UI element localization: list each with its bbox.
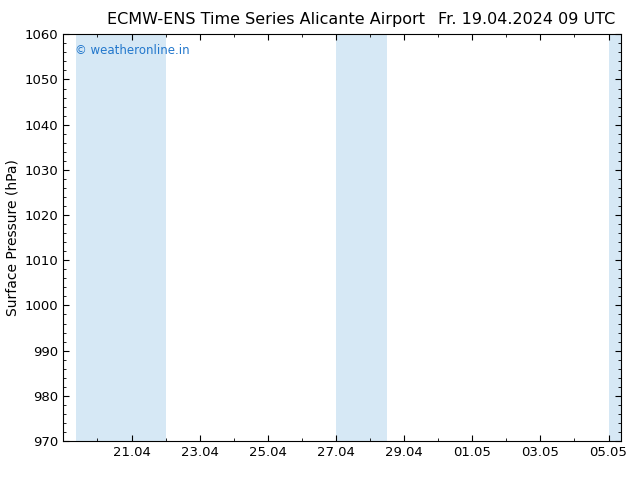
Text: © weatheronline.in: © weatheronline.in bbox=[75, 45, 189, 57]
Bar bbox=[76, 34, 165, 441]
Text: ECMW-ENS Time Series Alicante Airport: ECMW-ENS Time Series Alicante Airport bbox=[107, 12, 425, 27]
Y-axis label: Surface Pressure (hPa): Surface Pressure (hPa) bbox=[5, 159, 19, 316]
Bar bbox=[609, 34, 621, 441]
Text: Fr. 19.04.2024 09 UTC: Fr. 19.04.2024 09 UTC bbox=[437, 12, 615, 27]
Bar bbox=[336, 34, 387, 441]
